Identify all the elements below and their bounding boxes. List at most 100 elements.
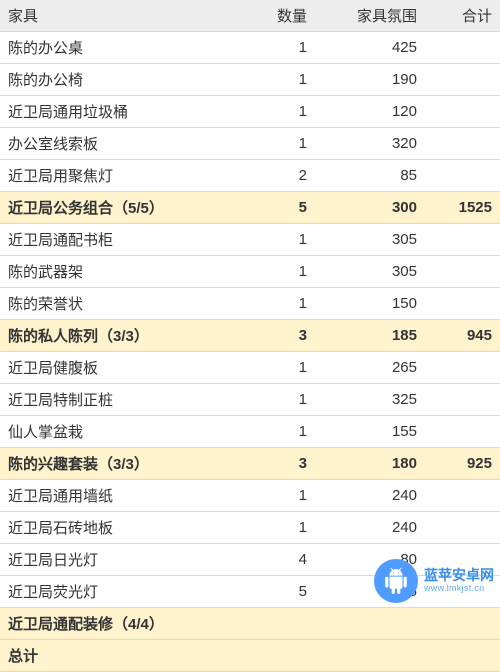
- cell-name: 近卫局石砖地板: [0, 512, 240, 544]
- watermark-text: 蓝苹安卓网 www.lmkjst.cn: [424, 568, 494, 593]
- cell-qty: 1: [240, 64, 315, 96]
- cell-atmo: 150: [315, 288, 425, 320]
- cell-name: 近卫局用聚焦灯: [0, 160, 240, 192]
- cell-total: [425, 288, 500, 320]
- cell-name: 办公室线索板: [0, 128, 240, 160]
- cell-atmo: 320: [315, 128, 425, 160]
- col-header-total: 合计: [425, 0, 500, 32]
- table-row: 陈的办公桌1425: [0, 32, 500, 64]
- cell-atmo: 240: [315, 512, 425, 544]
- cell-total: [425, 480, 500, 512]
- cell-atmo: 300: [315, 192, 425, 224]
- cell-qty: 1: [240, 480, 315, 512]
- cell-name: 近卫局通配书柜: [0, 224, 240, 256]
- cell-total: [425, 32, 500, 64]
- cell-atmo: 305: [315, 224, 425, 256]
- cell-atmo: 265: [315, 352, 425, 384]
- cell-atmo: 325: [315, 384, 425, 416]
- table-row: 仙人掌盆栽1155: [0, 416, 500, 448]
- table-row: 办公室线索板1320: [0, 128, 500, 160]
- col-header-name: 家具: [0, 0, 240, 32]
- watermark: 蓝苹安卓网 www.lmkjst.cn: [374, 559, 494, 603]
- cell-atmo: 305: [315, 256, 425, 288]
- cell-qty: 5: [240, 192, 315, 224]
- cell-total: [425, 384, 500, 416]
- cell-qty: 3: [240, 448, 315, 480]
- cell-name: 陈的办公椅: [0, 64, 240, 96]
- cell-name: 近卫局通用垃圾桶: [0, 96, 240, 128]
- cell-name: 近卫局日光灯: [0, 544, 240, 576]
- cell-name: 总计: [0, 640, 240, 672]
- table-row: 近卫局石砖地板1240: [0, 512, 500, 544]
- cell-total: [425, 640, 500, 672]
- cell-name: 近卫局通用墙纸: [0, 480, 240, 512]
- watermark-url: www.lmkjst.cn: [424, 584, 494, 594]
- cell-qty: 1: [240, 512, 315, 544]
- cell-qty: 5: [240, 576, 315, 608]
- cell-total: [425, 512, 500, 544]
- cell-total: [425, 608, 500, 640]
- table-row: 近卫局用聚焦灯285: [0, 160, 500, 192]
- cell-name: 近卫局健腹板: [0, 352, 240, 384]
- cell-name: 近卫局特制正桩: [0, 384, 240, 416]
- cell-atmo: [315, 608, 425, 640]
- table-group-row: 近卫局通配装修（4/4）: [0, 608, 500, 640]
- cell-name: 陈的办公桌: [0, 32, 240, 64]
- cell-name: 仙人掌盆栽: [0, 416, 240, 448]
- cell-qty: 4: [240, 544, 315, 576]
- cell-total: 945: [425, 320, 500, 352]
- cell-qty: 1: [240, 352, 315, 384]
- cell-total: [425, 352, 500, 384]
- cell-atmo: 180: [315, 448, 425, 480]
- cell-qty: 1: [240, 288, 315, 320]
- table-row: 陈的武器架1305: [0, 256, 500, 288]
- table-header-row: 家具 数量 家具氛围 合计: [0, 0, 500, 32]
- cell-total: [425, 64, 500, 96]
- cell-qty: 1: [240, 224, 315, 256]
- table-group-row: 近卫局公务组合（5/5）53001525: [0, 192, 500, 224]
- cell-total: [425, 416, 500, 448]
- table-group-row: 陈的私人陈列（3/3）3185945: [0, 320, 500, 352]
- cell-name: 近卫局通配装修（4/4）: [0, 608, 240, 640]
- cell-total: [425, 96, 500, 128]
- cell-name: 近卫局荧光灯: [0, 576, 240, 608]
- table-row: 近卫局通用墙纸1240: [0, 480, 500, 512]
- cell-total: [425, 256, 500, 288]
- table-row: 陈的荣誉状1150: [0, 288, 500, 320]
- cell-total: 1525: [425, 192, 500, 224]
- cell-atmo: 85: [315, 160, 425, 192]
- table-row: 近卫局通用垃圾桶1120: [0, 96, 500, 128]
- cell-qty: [240, 640, 315, 672]
- col-header-atmo: 家具氛围: [315, 0, 425, 32]
- col-header-qty: 数量: [240, 0, 315, 32]
- table-row: 近卫局通配书柜1305: [0, 224, 500, 256]
- cell-qty: 1: [240, 384, 315, 416]
- cell-qty: 1: [240, 416, 315, 448]
- cell-qty: 3: [240, 320, 315, 352]
- cell-total: [425, 160, 500, 192]
- cell-atmo: [315, 640, 425, 672]
- table-row: 近卫局健腹板1265: [0, 352, 500, 384]
- android-icon: [374, 559, 418, 603]
- cell-atmo: 190: [315, 64, 425, 96]
- cell-qty: 2: [240, 160, 315, 192]
- cell-qty: 1: [240, 128, 315, 160]
- cell-atmo: 120: [315, 96, 425, 128]
- cell-atmo: 240: [315, 480, 425, 512]
- cell-atmo: 185: [315, 320, 425, 352]
- cell-total: [425, 128, 500, 160]
- cell-qty: 1: [240, 256, 315, 288]
- cell-name: 陈的武器架: [0, 256, 240, 288]
- cell-qty: 1: [240, 32, 315, 64]
- table-row: 近卫局特制正桩1325: [0, 384, 500, 416]
- cell-total: [425, 224, 500, 256]
- table-group-row: 陈的兴趣套装（3/3）3180925: [0, 448, 500, 480]
- watermark-title: 蓝苹安卓网: [424, 568, 494, 583]
- cell-name: 陈的兴趣套装（3/3）: [0, 448, 240, 480]
- cell-name: 近卫局公务组合（5/5）: [0, 192, 240, 224]
- cell-qty: [240, 608, 315, 640]
- cell-atmo: 425: [315, 32, 425, 64]
- cell-atmo: 155: [315, 416, 425, 448]
- cell-total: 925: [425, 448, 500, 480]
- table-row: 陈的办公椅1190: [0, 64, 500, 96]
